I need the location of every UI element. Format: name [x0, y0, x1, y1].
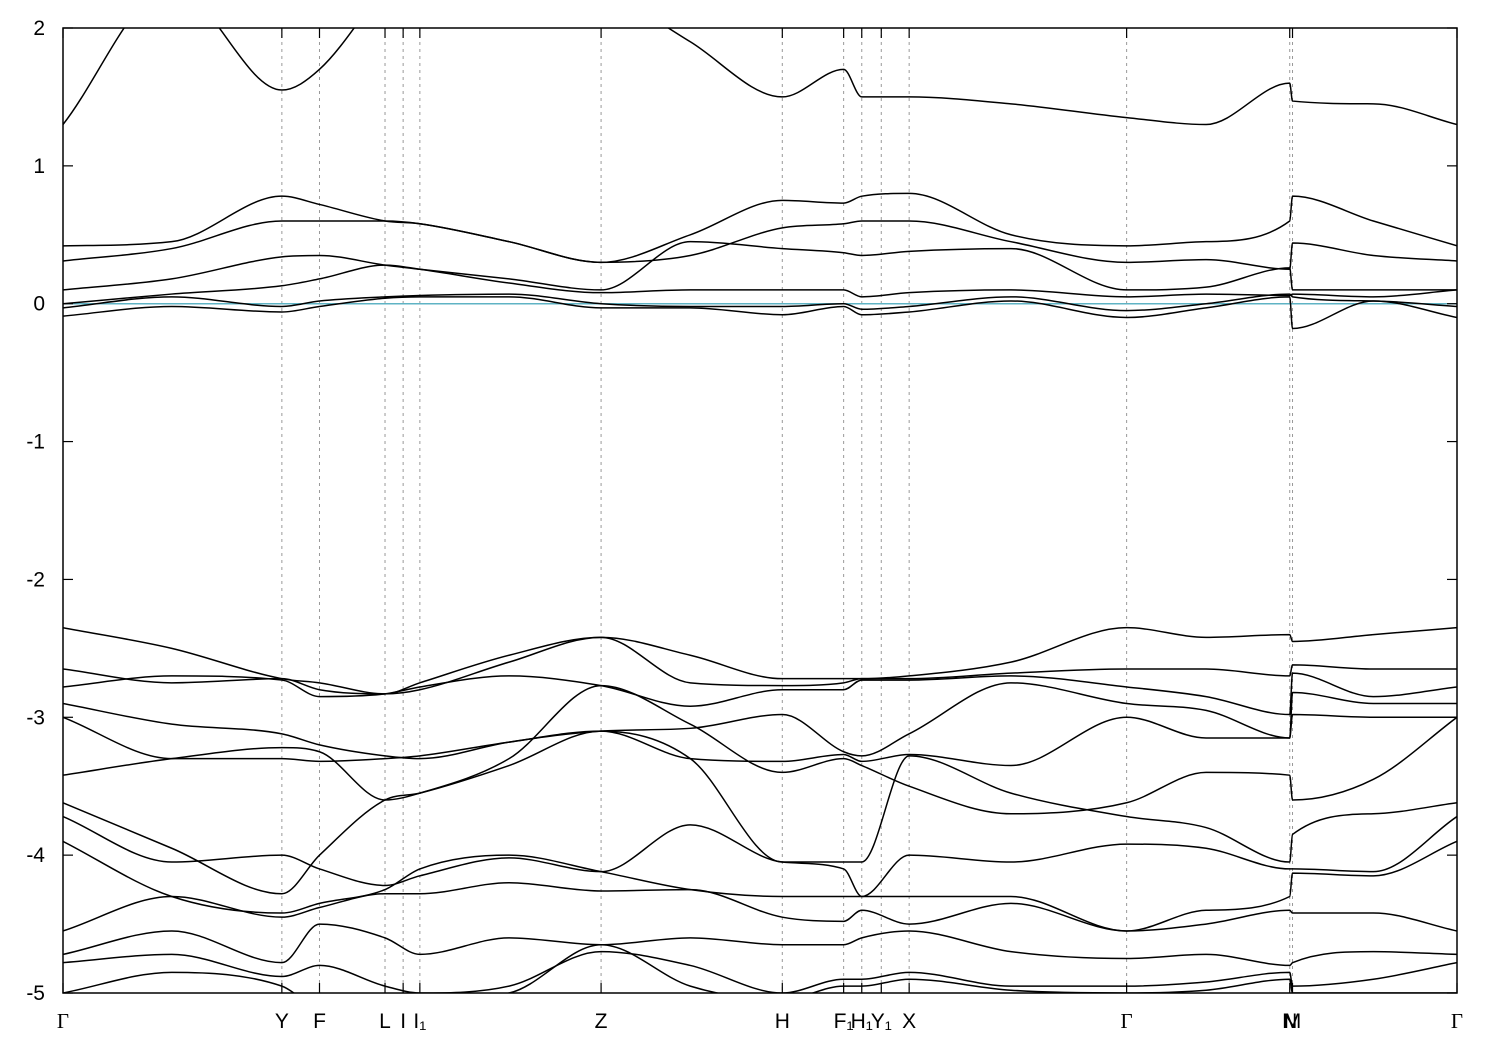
band-line: [63, 192, 1457, 264]
bands-layer: [63, 28, 1457, 993]
band-line: [63, 296, 1457, 330]
band-line: [63, 730, 1457, 895]
plot-frame: [62, 27, 1458, 994]
x-tick-label: L: [379, 1010, 391, 1033]
band-line: [63, 815, 1457, 898]
x-tick-label: Γ: [1121, 1009, 1133, 1033]
band-line: [63, 626, 1457, 695]
x-tick-label: I₁: [413, 1010, 426, 1033]
band-line: [63, 636, 1457, 695]
y-tick-label: -2: [26, 568, 45, 591]
y-tick-label: 2: [33, 17, 45, 40]
x-tick-label: Γ: [1451, 1009, 1463, 1033]
x-tick-label: N: [1282, 1010, 1297, 1033]
y-tick-label: 1: [33, 155, 45, 178]
x-tick-label: I: [400, 1010, 406, 1033]
x-tick-label: Y₁: [871, 1010, 892, 1033]
x-tick-label: X: [902, 1010, 916, 1033]
y-tick-label: -5: [26, 982, 45, 1005]
x-tick-label: Z: [595, 1010, 608, 1033]
x-tick-label: Y: [275, 1010, 289, 1033]
y-tick-label: -1: [26, 431, 45, 454]
band-line: [63, 672, 1457, 716]
x-tick-label: H: [775, 1010, 790, 1033]
y-tick-label: -4: [26, 844, 45, 867]
band-line: [63, 240, 1457, 291]
band-line: [63, 293, 1457, 312]
x-tick-label: F: [313, 1010, 326, 1033]
band-line: [63, 943, 1457, 993]
band-line: [63, 713, 1457, 767]
band-line: [63, 682, 1457, 760]
x-tick-label: F₁: [834, 1010, 854, 1033]
y-tick-label: -3: [26, 706, 45, 729]
x-tick-label: H₁: [851, 1010, 873, 1033]
band-line: [63, 840, 1457, 932]
y-tick-label: 0: [33, 293, 45, 316]
band-line: [63, 684, 1457, 815]
band-line: [63, 950, 1457, 993]
band-line: [63, 923, 1457, 967]
x-tick-label: Γ: [57, 1009, 69, 1033]
band-line: [63, 28, 1457, 126]
band-line: [63, 881, 1457, 932]
x-tick-label: M: [1284, 1010, 1302, 1033]
